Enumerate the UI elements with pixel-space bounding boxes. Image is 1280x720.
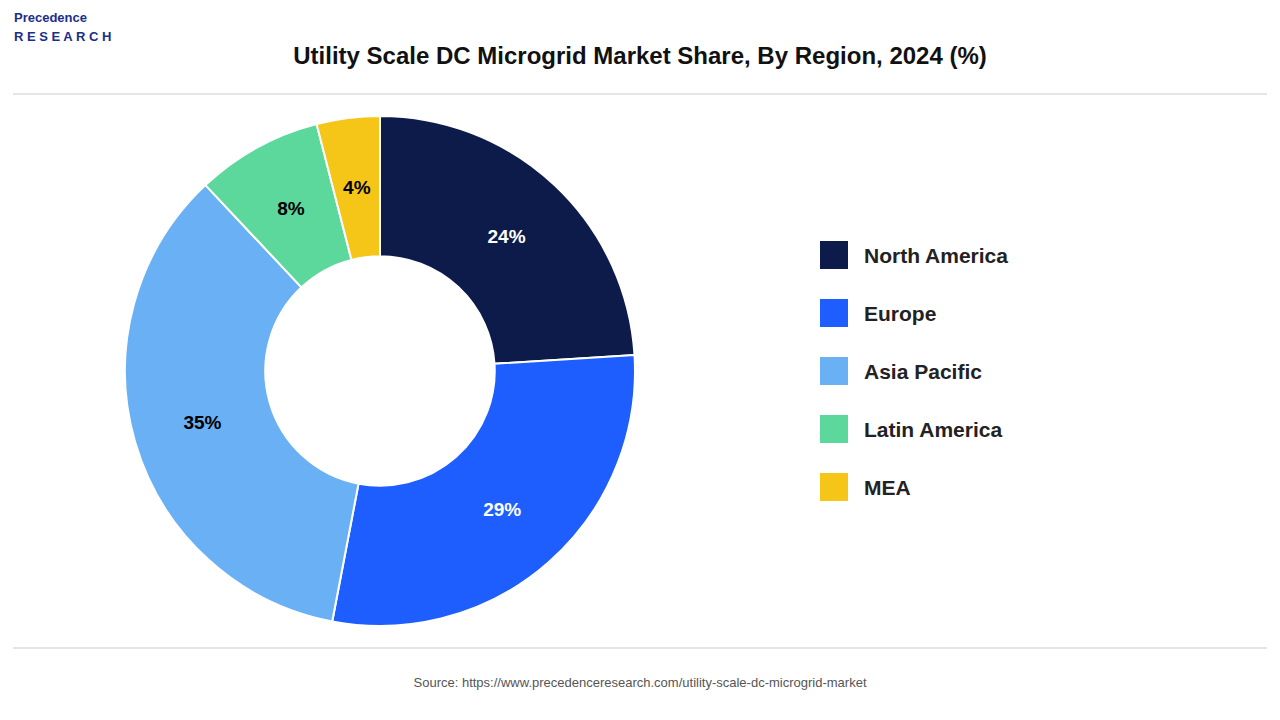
source-text: Source: https://www.precedenceresearch.c… [414,675,867,690]
data-label: 24% [488,226,526,247]
background [0,0,1280,720]
legend-label: MEA [864,476,911,499]
data-labels: 24% 29% 35% 8% 4% [183,177,525,520]
separator [13,94,1267,95]
separator [13,648,1267,649]
data-label: 29% [483,499,521,520]
data-label: 4% [343,177,371,198]
logo-line: R E S E A R C H [14,29,111,44]
legend: North America Europe Asia Pacific Latin Ame… [820,241,1008,501]
slice [317,116,380,260]
legend-label: North America [864,244,1008,267]
logo-text: Precedence R E S E A R C H [14,10,111,44]
slices [125,116,635,626]
legend-swatch [820,357,848,385]
legend-label: Europe [864,302,936,325]
title: Utility Scale DC Microgrid Market Share,… [293,42,987,69]
legend-label: Asia Pacific [864,360,982,383]
logo-line: Precedence [14,10,87,25]
data-label: 35% [183,412,221,433]
legend-swatch [820,299,848,327]
data-label: 8% [277,198,305,219]
slice [380,116,634,364]
chart: Utility Scale DC Microgrid Market Share,… [0,0,1280,720]
legend-swatch [820,415,848,443]
legend-swatch [820,473,848,501]
legend-swatch [820,241,848,269]
legend-label: Latin America [864,418,1002,441]
slice [332,355,635,626]
